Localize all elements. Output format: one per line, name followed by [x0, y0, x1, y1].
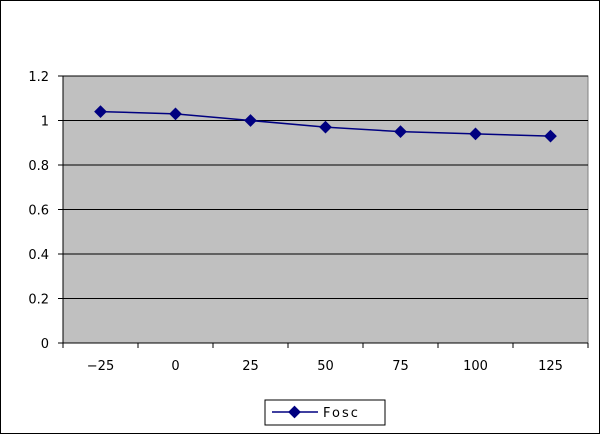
- data-point: [169, 107, 182, 121]
- x-tick-label: 125: [538, 359, 563, 374]
- data-point: [469, 127, 482, 141]
- x-tick-label: 0: [171, 359, 179, 374]
- data-point: [244, 114, 257, 127]
- x-tick-label: 75: [392, 359, 409, 374]
- legend-marker: [288, 405, 301, 419]
- x-tick-label: 25: [242, 359, 259, 374]
- legend-label-fosc: Fosc: [323, 406, 360, 421]
- x-tick-label: 100: [463, 359, 488, 374]
- legend: Fosc: [264, 399, 386, 426]
- y-tick-label: 0.8: [28, 159, 49, 174]
- y-tick-label: 1.2: [28, 70, 49, 85]
- y-tick-label: 1: [41, 115, 49, 130]
- y-tick-label: 0.4: [28, 248, 49, 263]
- data-point: [394, 125, 407, 138]
- gridlines: [63, 75, 588, 299]
- data-point: [319, 120, 332, 134]
- x-axis: −25 0 25 50 75 100 125: [62, 342, 589, 374]
- x-tick-label: −25: [87, 359, 114, 374]
- y-tick-label: 0.2: [28, 293, 49, 308]
- x-tick-label: 50: [317, 359, 334, 374]
- y-tick-label: 0.6: [28, 204, 49, 219]
- y-axis: 0 0.2 0.4 0.6 0.8 1 1.2: [28, 70, 64, 352]
- y-tick-label: 0: [41, 337, 49, 352]
